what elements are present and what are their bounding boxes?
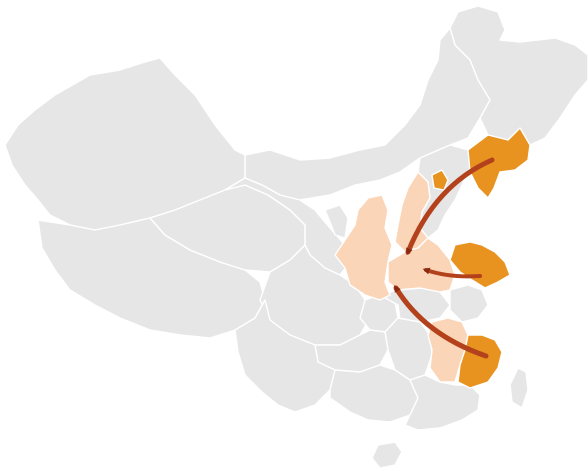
region-ningxia xyxy=(324,204,349,239)
region-beijing xyxy=(431,169,449,191)
flow-layer xyxy=(393,157,495,359)
region-henan xyxy=(387,237,456,293)
flow-arrow-zhejiang-henan xyxy=(393,285,489,359)
region-taiwan xyxy=(509,367,529,409)
flow-arrow-liaoning-henan xyxy=(405,157,495,256)
region-shaanxi xyxy=(334,194,393,301)
region-hainan xyxy=(371,441,403,469)
region-shandong xyxy=(449,241,511,289)
flow-arrow-shandong-henan xyxy=(422,267,482,279)
province-layer xyxy=(4,5,588,469)
region-anhui xyxy=(449,284,489,323)
region-liaoning xyxy=(467,127,531,199)
